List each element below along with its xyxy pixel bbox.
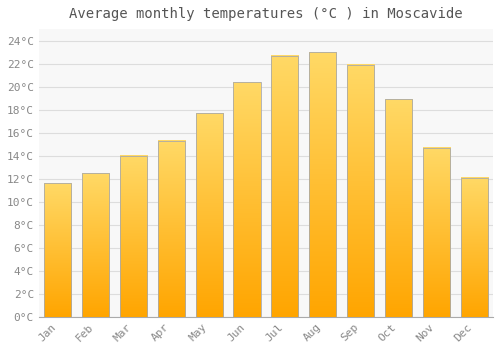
Bar bbox=[422, 148, 450, 317]
Bar bbox=[309, 52, 336, 317]
Bar bbox=[234, 82, 260, 317]
Title: Average monthly temperatures (°C ) in Moscavide: Average monthly temperatures (°C ) in Mo… bbox=[69, 7, 462, 21]
Bar bbox=[347, 65, 374, 317]
Bar bbox=[44, 183, 72, 317]
Bar bbox=[82, 173, 109, 317]
Bar bbox=[460, 177, 488, 317]
Bar bbox=[120, 156, 147, 317]
Bar bbox=[158, 141, 185, 317]
Bar bbox=[196, 113, 223, 317]
Bar bbox=[385, 99, 412, 317]
Bar bbox=[271, 56, 298, 317]
